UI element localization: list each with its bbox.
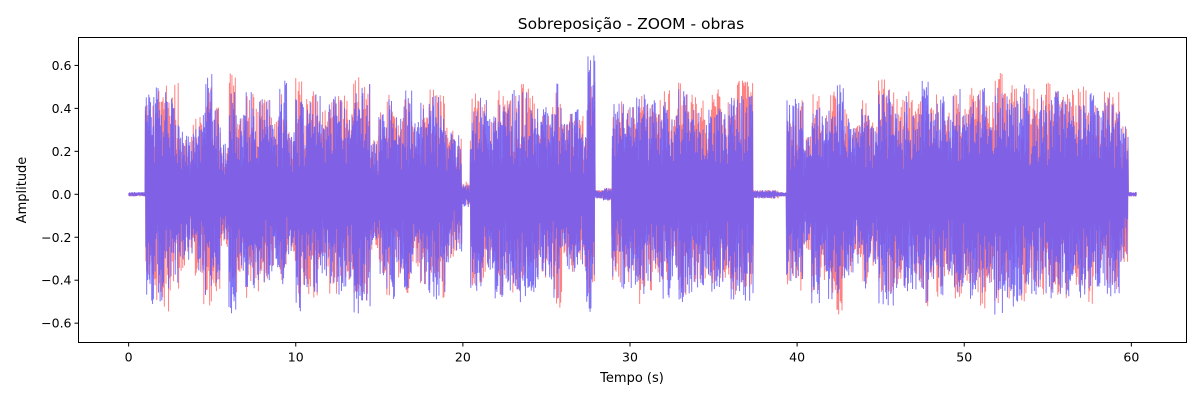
x-tick-label: 30 [622, 350, 638, 365]
y-tick-label: 0.0 [52, 187, 72, 202]
x-tick-label: 20 [455, 350, 471, 365]
y-axis-ticks: −0.6 −0.4 −0.2 0.0 0.2 0.4 0.6 [41, 58, 79, 331]
x-tick-label: 50 [956, 350, 972, 365]
y-axis-label: Amplitude [15, 157, 30, 224]
waveform-series-2 [128, 55, 1137, 315]
x-tick-label: 40 [789, 350, 805, 365]
y-tick-label: −0.4 [41, 273, 71, 288]
y-tick-label: −0.2 [41, 230, 71, 245]
y-tick-label: 0.2 [52, 144, 72, 159]
y-tick-label: −0.6 [41, 316, 71, 331]
x-tick-label: 10 [288, 350, 304, 365]
x-tick-label: 0 [125, 350, 133, 365]
chart-title: Sobreposição - ZOOM - obras [518, 15, 745, 33]
series-layer [128, 55, 1137, 315]
x-axis-ticks: 0 10 20 30 40 50 60 [125, 342, 1139, 365]
x-axis-label: Tempo (s) [599, 371, 664, 386]
y-tick-label: 0.6 [52, 58, 72, 73]
axes-frame [78, 37, 1187, 343]
y-tick-label: 0.4 [52, 101, 72, 116]
x-tick-label: 60 [1123, 350, 1139, 365]
